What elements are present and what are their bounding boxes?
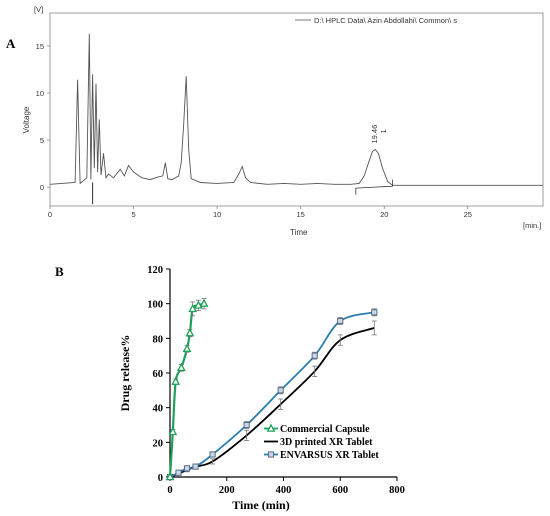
- y-tick-label: 0: [40, 183, 44, 192]
- data-point: [337, 317, 344, 325]
- release-axes: 0 200 400 600 800 0 20 40 60 80 100 120: [147, 265, 405, 496]
- data-point: [168, 426, 178, 436]
- data-point: [199, 298, 209, 307]
- y-tick-label: 40: [153, 404, 164, 415]
- x-tick-label: 800: [389, 485, 405, 496]
- data-point: [183, 465, 191, 472]
- panel-a-letter: A: [6, 36, 16, 51]
- data-point: [193, 300, 203, 309]
- x-tick-label: 10: [213, 210, 221, 219]
- data-point: [371, 309, 378, 316]
- data-point: [185, 328, 195, 337]
- legend-swatch-marker: [267, 451, 275, 458]
- x-axis-title: Time (min): [232, 498, 289, 512]
- peak-retention-time: 19.46: [370, 125, 379, 144]
- legend-label: D:\ HPLC Data\ Azin Abdollahi\ Common\ s: [314, 16, 457, 25]
- y-axis-title: Drug release%: [118, 335, 132, 412]
- data-point: [277, 387, 284, 394]
- x-tick-label: 0: [167, 485, 172, 496]
- y-tick-label: 60: [153, 369, 164, 380]
- x-tick-label: 400: [276, 485, 292, 496]
- data-point: [165, 472, 175, 481]
- series-line: [168, 302, 205, 478]
- legend-swatch-marker: [266, 423, 276, 432]
- series-line: [169, 327, 375, 478]
- panel-b-letter: B: [55, 264, 64, 279]
- data-point: [209, 451, 216, 458]
- x-tick-label: 600: [332, 485, 348, 496]
- data-point: [311, 352, 318, 359]
- data-point: [182, 343, 192, 352]
- x-tick-label: 0: [48, 210, 52, 219]
- integration-baseline: [355, 185, 393, 189]
- chromatogram-trace: [49, 33, 543, 186]
- data-point: [192, 463, 199, 470]
- y-tick-label: 20: [153, 438, 164, 449]
- y-tick-label: 5: [40, 136, 44, 145]
- y-tick-label: 80: [153, 334, 164, 345]
- chromatogram-plot: [49, 33, 543, 205]
- series-line: [169, 311, 375, 478]
- legend-label: Commercial Capsule: [280, 424, 370, 435]
- chromatogram-ticks: 0 5 10 15 20 25 0 5 10 15: [36, 42, 472, 219]
- release-plot: [165, 298, 378, 481]
- data-point: [176, 362, 186, 372]
- chromatogram-frame: [49, 12, 544, 207]
- x-tick-label: 15: [297, 210, 305, 219]
- y-axis-title: Voltage: [22, 106, 31, 133]
- data-point: [243, 421, 250, 429]
- y-tick-label: 100: [147, 300, 163, 311]
- y-tick-label: 15: [36, 42, 44, 51]
- legend-label: 3D printed XR Tablet: [280, 437, 373, 448]
- legend-label: ENVARSUS XR Tablet: [280, 450, 379, 461]
- x-axis-title: Time: [290, 228, 308, 237]
- y-tick-label: 120: [147, 265, 163, 276]
- x-tick-label: 25: [464, 210, 472, 219]
- data-point: [175, 469, 182, 476]
- chromatogram-panel: [V] [min.] Time Voltage D:\ HPLC Data\ A…: [22, 5, 544, 237]
- x-tick-label: 20: [380, 210, 388, 219]
- x-tick-label: 5: [131, 210, 135, 219]
- release-panel: Time (min) Drug release% 0 200 400 600 800 0 2…: [118, 265, 405, 512]
- y-unit-label: [V]: [34, 5, 43, 14]
- release-legend: Commercial Capsule 3D printed XR Tablet EN…: [264, 423, 379, 461]
- peak-number: 1: [379, 129, 388, 133]
- y-tick-label: 0: [158, 473, 163, 484]
- x-unit-label: [min.]: [523, 221, 541, 230]
- data-point: [171, 376, 181, 385]
- y-tick-label: 10: [36, 89, 44, 98]
- x-tick-label: 200: [219, 485, 235, 496]
- peak-annotation: 19.46 1: [370, 125, 388, 144]
- series-0: [165, 298, 209, 481]
